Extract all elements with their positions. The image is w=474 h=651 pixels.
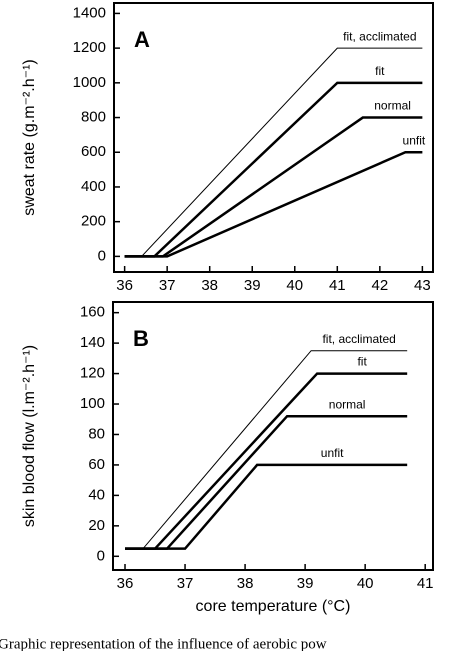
x-tick-label: 40 <box>286 277 303 294</box>
plot-frame <box>113 2 434 273</box>
y-tick-label: 20 <box>88 517 105 534</box>
y-tick-label: 0 <box>97 547 105 564</box>
series-label: fit, acclimated <box>322 332 395 346</box>
x-tick-label: 42 <box>371 277 388 294</box>
y-tick-label: 800 <box>81 109 106 126</box>
y-tick-label: 1400 <box>73 4 106 21</box>
y-tick-label: 160 <box>80 304 105 321</box>
y-tick-label: 600 <box>81 143 106 160</box>
x-tick-label: 41 <box>329 277 346 294</box>
series-line <box>125 414 408 550</box>
plot-frame <box>112 301 434 571</box>
y-tick-label: 1200 <box>73 39 106 56</box>
series-line <box>125 350 408 550</box>
x-tick-label: 38 <box>201 277 218 294</box>
series-line <box>124 151 423 258</box>
series-line <box>124 116 423 258</box>
panel-label: B <box>133 326 149 351</box>
panel-label: A <box>134 27 150 52</box>
series-label: unfit <box>321 446 344 460</box>
series-label: normal <box>374 99 411 113</box>
series-label: unfit <box>403 133 426 147</box>
y-tick-label: 80 <box>88 425 105 442</box>
y-tick-label: 120 <box>80 365 105 382</box>
series-label: fit, acclimated <box>343 29 416 43</box>
x-tick-label: 43 <box>414 277 431 294</box>
y-tick-label: 60 <box>88 456 105 473</box>
x-tick-label: 36 <box>117 575 134 592</box>
series-line <box>124 47 423 257</box>
series-label: fit <box>357 355 367 369</box>
y-tick-label: 140 <box>80 334 105 351</box>
y-tick-label: 1000 <box>73 74 106 91</box>
x-tick-label: 40 <box>357 575 374 592</box>
x-tick-label: 38 <box>237 575 254 592</box>
y-axis-label: skin blood flow (l.m⁻².h⁻¹) <box>21 345 38 527</box>
y-tick-label: 100 <box>80 395 105 412</box>
series-label: normal <box>329 397 366 411</box>
x-tick-label: 37 <box>177 575 194 592</box>
x-tick-label: 37 <box>159 277 176 294</box>
x-tick-label: 39 <box>297 575 314 592</box>
x-tick-label: 39 <box>244 277 261 294</box>
y-axis-label: sweat rate (g.m⁻².h⁻¹) <box>21 59 38 215</box>
x-tick-label: 41 <box>417 575 434 592</box>
y-tick-label: 200 <box>81 213 106 230</box>
caption: Graphic representation of the influence … <box>0 636 327 651</box>
y-tick-label: 400 <box>81 178 106 195</box>
x-axis-label: core temperature (°C) <box>196 598 351 615</box>
y-tick-label: 40 <box>88 486 105 503</box>
series-label: fit <box>375 64 385 78</box>
series-line <box>125 463 408 550</box>
y-tick-label: 0 <box>98 247 106 264</box>
x-tick-label: 36 <box>116 277 133 294</box>
